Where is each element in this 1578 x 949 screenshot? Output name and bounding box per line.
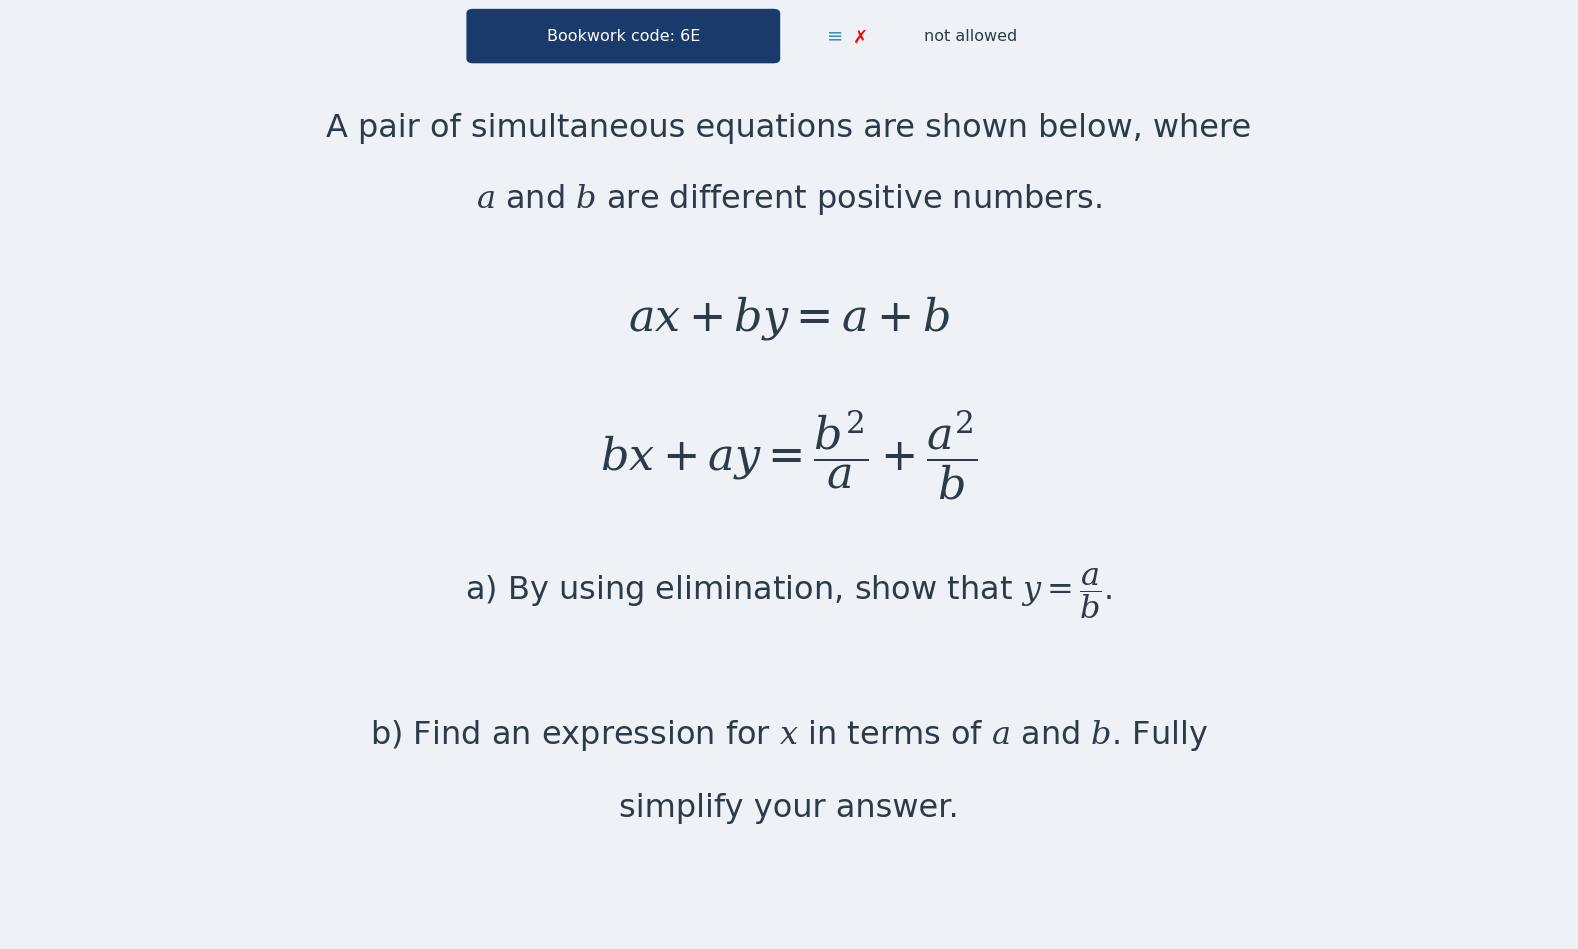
Text: $bx + ay = \dfrac{b^2}{a} + \dfrac{a^2}{b}$: $bx + ay = \dfrac{b^2}{a} + \dfrac{a^2}{…	[600, 409, 978, 502]
Text: $\it{a}$ and $\it{b}$ are different positive numbers.: $\it{a}$ and $\it{b}$ are different posi…	[477, 182, 1101, 216]
Text: $ax + by = a + b$: $ax + by = a + b$	[628, 294, 950, 342]
Text: Bookwork code: 6E: Bookwork code: 6E	[546, 28, 701, 44]
FancyBboxPatch shape	[467, 9, 780, 63]
Text: a) By using elimination, show that $y = \dfrac{a}{b}$.: a) By using elimination, show that $y = …	[466, 566, 1112, 621]
Text: ✗: ✗	[852, 29, 868, 47]
Text: b) Find an expression for $x$ in terms of $\it{a}$ and $\it{b}$. Fully: b) Find an expression for $x$ in terms o…	[369, 718, 1209, 753]
Text: not allowed: not allowed	[923, 28, 1018, 44]
Text: $\equiv$: $\equiv$	[824, 27, 843, 46]
Text: simplify your answer.: simplify your answer.	[619, 793, 959, 824]
Text: A pair of simultaneous equations are shown below, where: A pair of simultaneous equations are sho…	[327, 113, 1251, 143]
